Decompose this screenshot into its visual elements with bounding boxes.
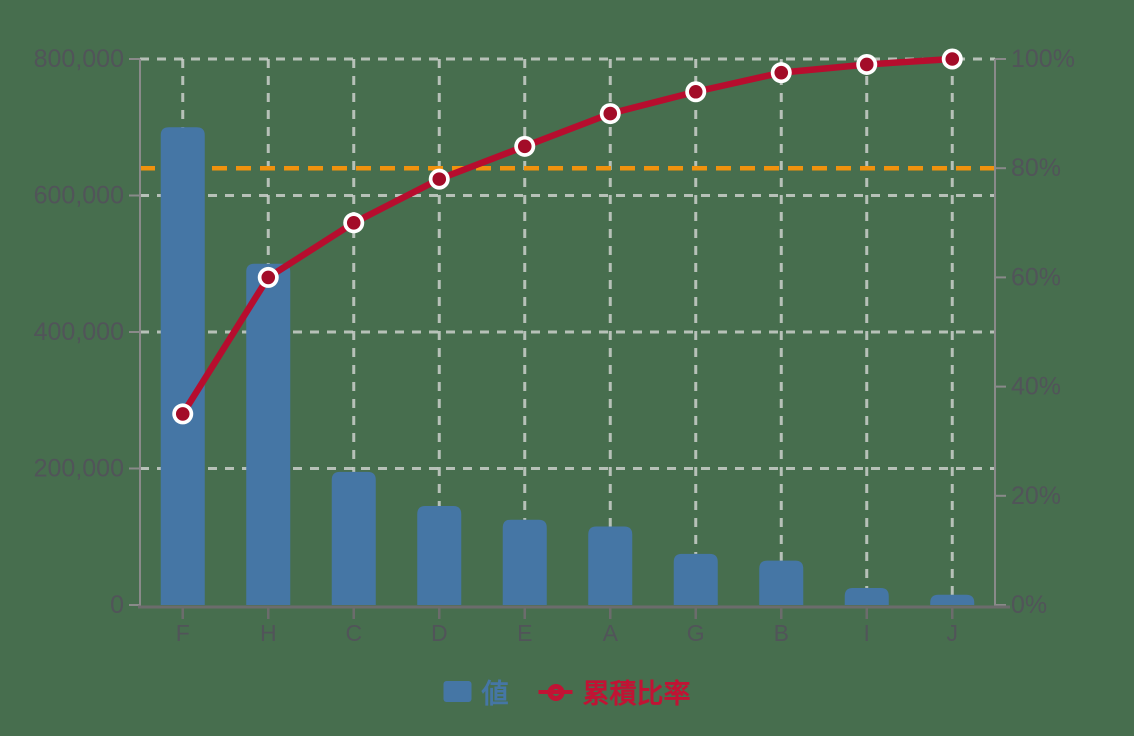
svg-text:F: F (176, 620, 190, 646)
svg-text:A: A (603, 620, 619, 646)
svg-text:J: J (947, 620, 959, 646)
svg-text:20%: 20% (1011, 482, 1061, 510)
bar-B (759, 560, 804, 605)
svg-text:60%: 60% (1011, 263, 1061, 291)
legend-item-cumulative-ratio[interactable]: 累積比率 (538, 672, 691, 711)
line-swatch-ring-icon (547, 683, 565, 701)
svg-text:400,000: 400,000 (34, 318, 124, 346)
value-bars (160, 127, 975, 605)
svg-text:H: H (260, 620, 277, 646)
line-series-swatch-icon (538, 681, 573, 703)
bar-J (930, 594, 975, 605)
svg-text:C: C (345, 620, 362, 646)
legend-label-cumulative-ratio: 累積比率 (582, 679, 691, 709)
svg-text:G: G (687, 620, 705, 646)
svg-text:E: E (517, 620, 532, 646)
svg-text:0: 0 (110, 591, 124, 619)
bar-I (844, 587, 889, 605)
legend: 値 累積比率 (443, 672, 691, 711)
legend-item-value[interactable]: 値 (443, 672, 509, 711)
bar-G (673, 553, 718, 605)
svg-text:D: D (431, 620, 448, 646)
cumulative-line (179, 55, 956, 418)
svg-text:600,000: 600,000 (34, 182, 124, 210)
bar-series-swatch-icon (443, 681, 472, 702)
svg-text:100%: 100% (1011, 45, 1075, 73)
bar-A (588, 526, 633, 605)
bar-F (160, 127, 205, 605)
bar-D (417, 506, 462, 605)
bar-C (331, 471, 376, 605)
right-axis-labels: 0% 20% 40% 60% 80% 100% (1011, 45, 1075, 619)
svg-text:200,000: 200,000 (34, 455, 124, 483)
axes (129, 58, 1010, 619)
svg-text:40%: 40% (1011, 373, 1061, 401)
left-axis-labels: 0 200,000 400,000 600,000 800,000 (34, 45, 124, 619)
cumulative-markers (172, 48, 963, 425)
svg-text:800,000: 800,000 (34, 45, 124, 73)
svg-text:I: I (864, 620, 870, 646)
svg-text:0%: 0% (1011, 591, 1047, 619)
svg-text:80%: 80% (1011, 154, 1061, 182)
legend-label-value: 値 (481, 679, 509, 709)
bar-E (502, 519, 547, 605)
svg-text:B: B (774, 620, 789, 646)
bar-H (246, 263, 291, 605)
